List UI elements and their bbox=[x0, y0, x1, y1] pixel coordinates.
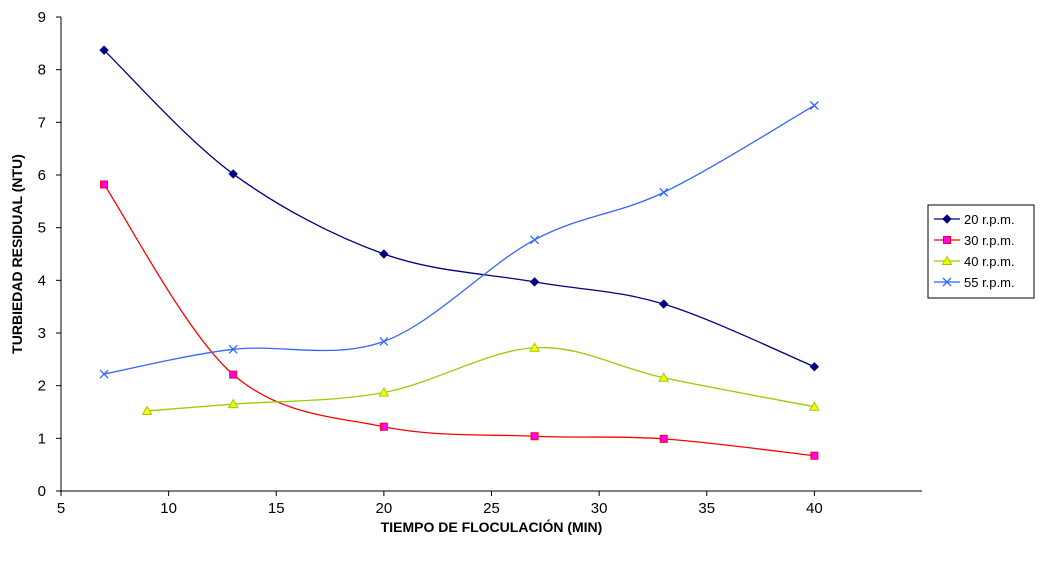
data-point bbox=[659, 434, 668, 443]
x-tick-label: 20 bbox=[376, 500, 393, 517]
x-tick-label: 35 bbox=[698, 500, 715, 517]
data-point bbox=[229, 370, 238, 379]
data-point bbox=[810, 451, 819, 460]
axes: 0 1 2 3 4 5 6 7 8 9 5 10 15 20 25 30 35 40 bbox=[38, 9, 922, 517]
y-tick-label: 5 bbox=[38, 220, 46, 237]
y-tick-label: 7 bbox=[38, 114, 46, 131]
y-tick-label: 0 bbox=[38, 483, 46, 500]
series-4 bbox=[99, 101, 819, 379]
data-point bbox=[658, 299, 669, 309]
data-point bbox=[529, 342, 540, 352]
data-point bbox=[809, 101, 819, 110]
legend-marker bbox=[943, 236, 951, 244]
y-tick-label: 1 bbox=[38, 430, 46, 447]
data-point bbox=[529, 277, 540, 287]
data-point bbox=[379, 422, 388, 431]
data-point bbox=[99, 45, 109, 55]
y-axis-title: TURBIEDAD RESIDUAL (NTU) bbox=[9, 154, 25, 354]
data-point bbox=[530, 235, 540, 245]
data-point bbox=[228, 169, 238, 179]
legend-item: 40 r.p.m. bbox=[934, 254, 1015, 269]
data-point bbox=[141, 405, 153, 415]
data-point bbox=[99, 369, 109, 379]
y-tick-label: 2 bbox=[38, 378, 46, 395]
series-line bbox=[147, 346, 815, 412]
x-tick-label: 10 bbox=[160, 500, 177, 517]
legend-label: 20 r.p.m. bbox=[964, 212, 1015, 227]
legend-label: 30 r.p.m. bbox=[964, 233, 1015, 248]
x-tick-label: 5 bbox=[57, 500, 65, 517]
y-tick-label: 3 bbox=[38, 325, 46, 342]
legend: 20 r.p.m. 30 r.p.m. 40 r.p.m. 55 r.p.m. bbox=[927, 204, 1035, 299]
data-point bbox=[809, 361, 820, 372]
series-3 bbox=[141, 342, 820, 415]
legend-label: 55 r.p.m. bbox=[964, 275, 1015, 290]
x-tick-label: 15 bbox=[268, 500, 285, 517]
data-point bbox=[227, 398, 239, 409]
series-line bbox=[103, 49, 815, 368]
y-tick-label: 8 bbox=[38, 62, 46, 79]
legend-marker bbox=[942, 277, 952, 287]
data-point bbox=[378, 386, 390, 397]
x-tick-label: 25 bbox=[483, 500, 500, 517]
data-point bbox=[658, 372, 670, 382]
series-line bbox=[103, 104, 815, 375]
data-point bbox=[379, 336, 389, 346]
series-1 bbox=[99, 45, 820, 372]
y-tick-label: 6 bbox=[38, 167, 46, 184]
legend-marker bbox=[942, 214, 952, 224]
data-point bbox=[379, 249, 389, 259]
data-point bbox=[659, 187, 669, 197]
legend-label: 40 r.p.m. bbox=[964, 254, 1015, 269]
data-point bbox=[100, 180, 109, 189]
legend-item: 20 r.p.m. bbox=[934, 212, 1015, 227]
data-point bbox=[530, 432, 539, 441]
data-point bbox=[809, 401, 820, 411]
series-layer bbox=[99, 45, 820, 460]
y-tick-label: 4 bbox=[38, 272, 46, 289]
legend-marker bbox=[941, 255, 953, 265]
legend-item: 55 r.p.m. bbox=[934, 275, 1015, 290]
legend-item: 30 r.p.m. bbox=[934, 233, 1015, 248]
x-tick-label: 40 bbox=[806, 500, 823, 517]
x-tick-label: 30 bbox=[591, 500, 608, 517]
series-2 bbox=[100, 180, 819, 460]
series-line bbox=[103, 184, 815, 457]
y-tick-label: 9 bbox=[38, 9, 46, 26]
data-point bbox=[228, 344, 238, 354]
x-axis-title: TIEMPO DE FLOCULACIÓN (MIN) bbox=[381, 518, 603, 535]
